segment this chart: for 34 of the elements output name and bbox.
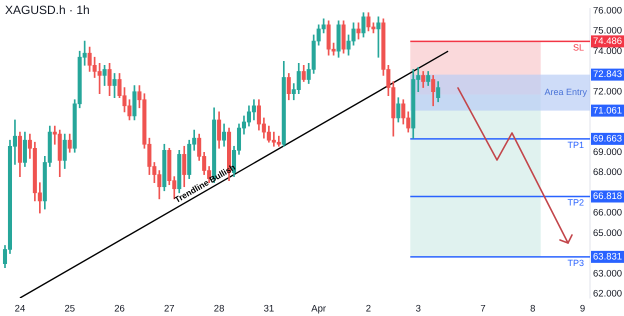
- ref-line-label: TP2: [567, 197, 584, 208]
- y-tick-label: 74.000: [593, 46, 622, 57]
- y-tick-label: 66.818: [593, 191, 622, 202]
- y-tick-label: 63.831: [593, 252, 622, 263]
- x-tick-label: 9: [580, 303, 586, 314]
- y-tick-label: 63.000: [593, 268, 622, 280]
- y-tick-label: 62.000: [593, 288, 622, 300]
- x-tick-label: 28: [214, 303, 224, 314]
- x-tick-label: 31: [264, 303, 274, 314]
- x-tick-label: 24: [14, 303, 26, 314]
- x-tick-label: 7: [480, 303, 486, 314]
- band-label: Area Entry: [544, 87, 588, 98]
- y-tick-label: 69.000: [593, 146, 622, 158]
- y-tick-label: 72.843: [593, 69, 622, 80]
- y-tick-label: 69.663: [593, 134, 622, 145]
- chart-title: XAGUSD.h · 1h: [5, 3, 90, 17]
- y-tick-label: 66.000: [593, 208, 622, 219]
- y-tick-label: 76.000: [593, 5, 622, 16]
- ref-line-label: SL: [572, 42, 584, 52]
- x-tick-label: Apr: [311, 303, 326, 314]
- x-tick-label: 27: [164, 303, 175, 314]
- y-tick-label: 71.061: [593, 105, 622, 116]
- x-tick-label: 3: [416, 303, 421, 314]
- y-tick-label: 68.000: [593, 167, 622, 178]
- y-tick-label: 72.000: [593, 86, 622, 98]
- x-tick-label: 8: [530, 303, 536, 314]
- x-tick-label: 2: [366, 303, 372, 314]
- y-tick-label: 75.000: [593, 26, 622, 37]
- y-tick-label: 74.486: [593, 36, 622, 47]
- x-tick-label: 26: [114, 303, 125, 314]
- ref-line-label: TP1: [567, 140, 584, 150]
- ref-line-label: TP3: [567, 258, 584, 268]
- y-tick-label: 65.000: [593, 228, 622, 239]
- x-tick-label: 25: [64, 303, 76, 314]
